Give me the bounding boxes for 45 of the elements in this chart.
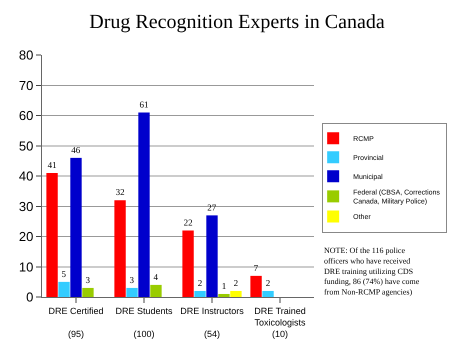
y-tick-label: 50 [18, 138, 34, 154]
data-label: 41 [48, 160, 57, 170]
data-label: 27 [207, 202, 217, 212]
text: NOTE: Of the 116 police officers who have received DRE training utilizing CDS funding, 86 (74%) have come from Non-RCMP agencies) [324, 246, 420, 297]
bar [218, 294, 230, 297]
x-tick-label: DRE Trained Toxicologists (10) [254, 306, 306, 340]
bar [230, 290, 242, 297]
y-tick-label: 40 [18, 168, 34, 184]
bar [206, 215, 218, 297]
category-label: DRE Students (100) [115, 306, 173, 340]
y-tick-label: 20 [18, 229, 34, 244]
y-tick-label: 10 [18, 259, 34, 274]
data-label: 22 [184, 217, 193, 228]
chart-title: Drug Recognition Experts in Canada [89, 11, 385, 34]
bar [250, 276, 262, 297]
bar [150, 284, 162, 297]
bar [114, 200, 126, 297]
data-label: 1 [222, 280, 226, 291]
data-label: 3 [85, 274, 90, 285]
category-label: DRE Instructors (54) [180, 306, 244, 340]
y-tick-label: 30 [18, 198, 34, 214]
bar [138, 112, 150, 297]
bar [182, 230, 194, 297]
bar [82, 288, 94, 297]
bar [70, 158, 82, 297]
bar [126, 288, 138, 297]
y-tick-label: 60 [18, 108, 34, 124]
y-tick-label: 70 [18, 78, 34, 93]
bar [46, 172, 58, 297]
data-label: 2 [198, 278, 202, 288]
data-label: 46 [71, 144, 81, 155]
data-label: 3 [130, 274, 135, 285]
data-label: 7 [254, 262, 259, 273]
bar [262, 290, 274, 297]
bar [58, 282, 70, 297]
y-tick-label: 0 [26, 290, 34, 305]
y-tick-label: 80 [18, 48, 34, 63]
data-label: 2 [234, 278, 238, 288]
data-label: 5 [62, 268, 67, 279]
category-label: DRE Certified (95) [48, 306, 104, 340]
bar [194, 290, 206, 297]
data-label: 4 [153, 272, 158, 282]
data-label: 61 [140, 99, 148, 110]
data-label: 2 [266, 278, 270, 288]
data-label: 32 [116, 187, 125, 198]
